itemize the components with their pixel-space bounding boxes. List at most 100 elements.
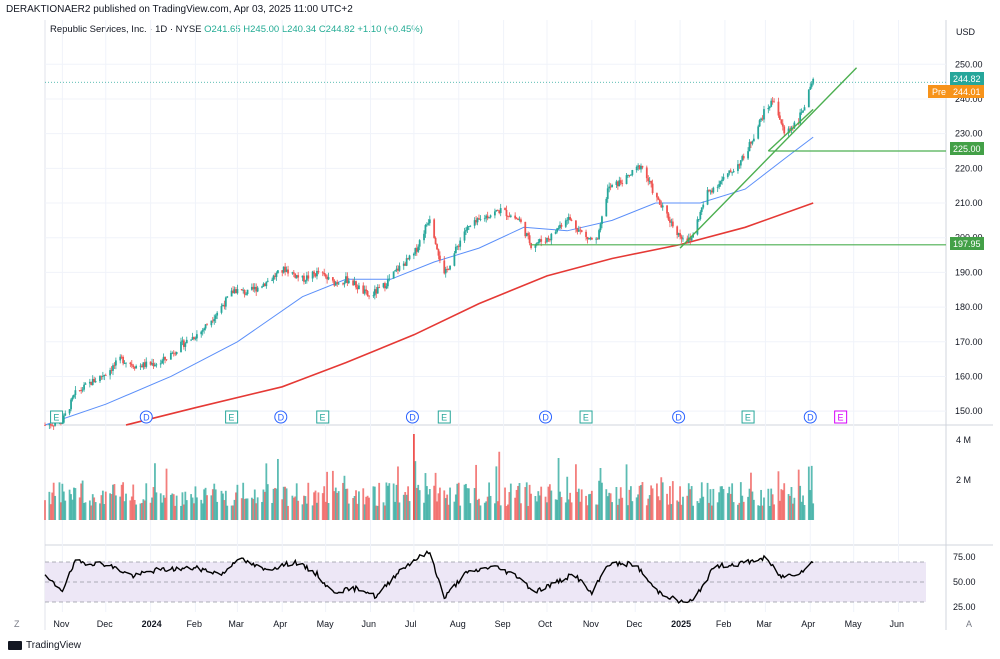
candle-body [265,281,268,287]
volume-bar [557,458,560,520]
volume-bar [91,494,94,520]
a-label[interactable]: A [966,619,972,629]
event-marker-dividend[interactable]: D [139,410,153,424]
volume-bar [763,497,765,520]
volume-bar [721,486,723,520]
volume-bar [528,484,531,520]
candle-body [433,219,436,238]
candle-body [457,246,460,248]
candle-body [301,275,304,278]
candle-body [394,270,396,272]
candle-body [305,275,308,281]
z-label[interactable]: Z [14,619,20,629]
volume-bar [505,505,508,520]
volume-bar [781,490,784,520]
candle-body [751,141,754,144]
candle-body [596,238,599,240]
candle-body [783,126,786,134]
candle-body [690,237,693,241]
volume-bar [547,486,550,520]
auto-scale-button[interactable]: A [966,619,972,629]
trend-lines[interactable] [531,67,946,249]
candle-body [103,374,106,377]
candle-body [313,271,315,274]
candle-body [488,217,491,219]
candle-body [81,389,84,391]
event-marker-dividend[interactable]: D [803,410,817,424]
volume-bar [787,494,790,520]
candle-body [504,208,506,210]
z-button[interactable]: Z [14,619,20,629]
event-marker-dividend[interactable]: D [539,410,553,424]
event-marker-dividend[interactable]: D [672,410,686,424]
time-tick-label: Feb [186,619,202,629]
volume-bar [424,473,427,520]
candle-body [233,289,236,294]
volume-bar [358,491,360,520]
candle-body [454,246,457,254]
event-marker-earnings[interactable]: E [579,410,593,424]
candle-body [51,425,54,427]
volume-bar [252,498,255,520]
volume-bar [175,495,178,520]
event-marker-earnings[interactable]: E [225,410,239,424]
event-marker-earnings[interactable]: E [50,410,64,424]
candle-body [721,179,723,182]
volume-bar [172,494,175,520]
candle-body [373,289,376,296]
event-marker-dividend[interactable]: D [405,410,419,424]
candle-body [586,236,589,240]
candle-body [515,218,518,220]
volume-bar [509,483,512,520]
candle-body [119,356,122,361]
volume-bar [483,502,486,520]
candle-body [211,320,214,322]
candle-body [547,237,550,240]
volume-bar [99,503,101,520]
volume-bar [732,502,735,520]
event-marker-earnings-upcoming[interactable]: E [834,410,848,424]
event-marker-earnings[interactable]: E [741,410,755,424]
volume-bar [402,494,405,520]
candle-body [152,363,155,367]
volume-bar [783,483,786,520]
candle-body [169,353,172,360]
candle-body [747,151,749,159]
volume-bar [508,492,511,520]
volume-bar [449,487,451,520]
volume-bar [317,492,320,520]
volume-bar [74,488,77,520]
volume-bar [307,482,310,520]
candle-body [206,324,208,326]
event-marker-earnings[interactable]: E [437,410,451,424]
currency-label: USD [956,27,976,37]
candle-body [316,270,318,277]
volume-bar [771,494,774,520]
candle-body [294,273,297,278]
candle-body [323,272,326,275]
volume-bar [559,491,561,520]
candle-body [557,228,560,229]
event-marker-dividend[interactable]: D [274,410,288,424]
volume-bar [51,492,54,520]
volume-bar [770,488,773,520]
candle-body [397,268,399,271]
candle-body [758,120,761,127]
volume-bar [641,482,644,520]
event-marker-label: E [583,412,589,422]
candle-body [768,106,771,108]
volume-bar [631,501,634,520]
time-tick-label: Nov [583,619,600,629]
volume-bar [417,484,420,520]
candle-body [180,341,182,352]
event-marker-label: D [542,412,549,422]
candle-body [384,283,386,289]
event-marker-earnings[interactable]: E [316,410,330,424]
volume-bar [517,485,519,520]
candle-body [362,285,365,294]
tradingview-logo-icon [8,641,22,650]
candle-body [201,330,204,332]
volume-bar [282,486,285,520]
